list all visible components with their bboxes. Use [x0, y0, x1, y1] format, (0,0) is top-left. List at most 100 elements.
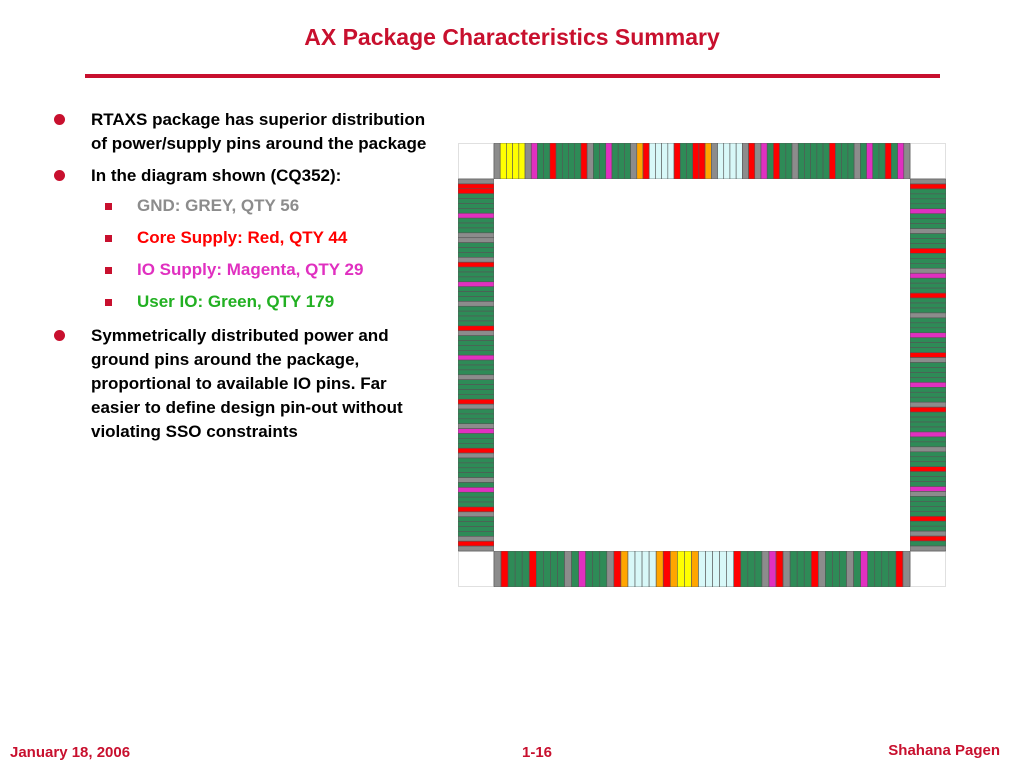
pin-magenta — [458, 487, 495, 493]
pin-green — [909, 223, 946, 229]
pin-gnd — [909, 491, 946, 497]
pin-green — [909, 471, 946, 477]
pin-green — [458, 491, 495, 498]
pin-green — [909, 193, 946, 200]
pin-green — [909, 372, 946, 378]
pin-green — [458, 389, 495, 395]
pin-yellow — [677, 550, 685, 587]
pin-gnd — [458, 423, 495, 429]
pin-green — [514, 550, 523, 587]
pin-green — [797, 143, 805, 180]
pin-red — [909, 292, 946, 299]
pin-magenta — [909, 208, 946, 215]
pin-gnd — [524, 143, 532, 180]
pin-gnd — [742, 143, 749, 180]
pin-green — [909, 327, 946, 334]
pin-gnd — [909, 545, 946, 552]
pin-green — [561, 143, 569, 180]
bullet-text: RTAXS package has superior distribution … — [91, 110, 427, 153]
pin-green — [825, 550, 833, 587]
pin-red — [828, 143, 836, 180]
die-area — [494, 179, 910, 551]
bullet-item: RTAXS package has superior distribution … — [50, 108, 430, 156]
pin-green — [458, 467, 495, 473]
pin-green — [853, 550, 861, 587]
pin-green — [909, 198, 946, 205]
pin-green — [599, 550, 608, 587]
pin-lightblue — [735, 143, 743, 180]
pin-green — [458, 379, 495, 385]
sub-bullet-core-supply: Core Supply: Red, QTY 44 — [137, 228, 348, 247]
pin-green — [458, 433, 495, 439]
pin-lightblue — [627, 550, 636, 587]
pin-red — [458, 540, 495, 547]
pin-green — [909, 451, 946, 458]
pin-green — [909, 263, 946, 269]
pin-red — [458, 188, 495, 194]
pin-gnd — [909, 530, 946, 537]
pin-red — [458, 183, 495, 190]
pin-green — [881, 550, 890, 587]
pin-magenta — [909, 486, 946, 492]
pin-lightblue — [648, 143, 656, 180]
pin-green — [909, 218, 946, 224]
pin-green — [458, 384, 495, 390]
pin-orange — [704, 143, 712, 180]
pin-green — [803, 550, 812, 587]
pin-magenta — [909, 272, 946, 279]
pin-green — [909, 362, 946, 368]
pin-green — [766, 143, 774, 180]
bullet-dot-icon — [54, 330, 65, 341]
corner-square — [910, 143, 946, 179]
pin-green — [543, 550, 551, 587]
pin-magenta — [458, 212, 495, 219]
pin-green — [536, 550, 544, 587]
pin-gnd — [458, 545, 495, 552]
pin-green — [574, 143, 582, 180]
pin-green — [909, 367, 946, 373]
pin-lightblue — [712, 550, 720, 587]
pin-red — [909, 183, 946, 190]
pin-gnd — [711, 143, 718, 180]
pin-magenta — [760, 143, 768, 180]
pin-green — [909, 525, 946, 532]
bullet-text: Symmetrically distributed power and grou… — [91, 326, 403, 441]
pin-green — [872, 143, 880, 180]
sub-bullet-item: GND: GREY, QTY 56 — [105, 194, 430, 218]
pin-green — [909, 461, 946, 467]
pin-red — [895, 550, 904, 587]
pin-gnd — [903, 143, 911, 180]
sub-bullet-gnd: GND: GREY, QTY 56 — [137, 196, 300, 215]
pin-green — [458, 364, 495, 371]
pin-red — [909, 515, 946, 522]
pin-green — [909, 337, 946, 343]
pin-green — [458, 247, 495, 253]
pin-red — [458, 506, 495, 513]
pin-gnd — [458, 301, 495, 307]
pin-green — [796, 550, 805, 587]
pin-yellow — [506, 143, 513, 180]
pin-magenta — [605, 143, 613, 180]
pin-green — [458, 340, 495, 346]
pin-green — [458, 418, 495, 425]
pin-red — [613, 550, 622, 587]
pin-red — [909, 535, 946, 542]
corner-square — [910, 551, 946, 587]
pin-gnd — [754, 143, 762, 180]
pin-green — [909, 496, 946, 502]
bullet-text: In the diagram shown (CQ352): — [91, 166, 342, 185]
pin-green — [909, 282, 946, 289]
pin-green — [458, 472, 495, 478]
pin-green — [909, 506, 946, 512]
title-divider — [85, 74, 940, 78]
pin-gnd — [458, 403, 495, 410]
package-pin-diagram — [458, 143, 946, 587]
pin-lightblue — [648, 550, 657, 587]
pin-green — [458, 501, 495, 508]
pin-red — [673, 143, 681, 180]
pin-gnd — [458, 452, 495, 459]
pin-green — [458, 369, 495, 376]
pin-gnd — [761, 550, 770, 587]
pin-green — [909, 258, 946, 264]
pin-gnd — [853, 143, 861, 180]
